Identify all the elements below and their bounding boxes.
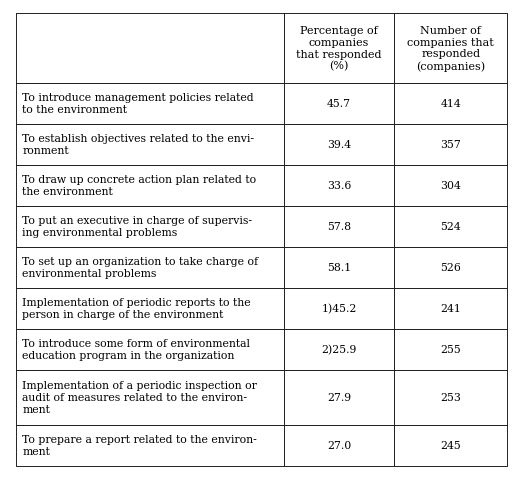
Text: To introduce management policies related
to the environment: To introduce management policies related… [22,93,254,115]
Text: 526: 526 [440,263,461,273]
Text: 1)45.2: 1)45.2 [321,303,357,313]
Bar [283,14,394,84]
Text: 414: 414 [440,99,461,109]
Bar [16,14,283,84]
Text: To prepare a report related to the environ-
ment: To prepare a report related to the envir… [22,434,257,456]
Bar [16,288,283,329]
Text: 27.9: 27.9 [327,392,351,402]
Bar [16,206,283,247]
Bar [16,84,283,124]
Text: 58.1: 58.1 [327,263,351,273]
Text: 45.7: 45.7 [327,99,351,109]
Text: 39.4: 39.4 [327,140,351,150]
Bar [394,370,507,425]
Bar [394,165,507,206]
Text: 27.0: 27.0 [327,440,351,450]
Text: 255: 255 [440,344,461,354]
Text: To set up an organization to take charge of
environmental problems: To set up an organization to take charge… [22,257,258,278]
Bar [283,124,394,165]
Bar [16,425,283,466]
Text: 241: 241 [440,303,461,313]
Bar [394,84,507,124]
Text: 33.6: 33.6 [327,180,351,191]
Bar [16,165,283,206]
Text: 304: 304 [440,180,461,191]
Text: To establish objectives related to the envi-
ronment: To establish objectives related to the e… [22,134,255,156]
Bar [283,84,394,124]
Text: 253: 253 [440,392,461,402]
Text: 357: 357 [440,140,461,150]
Bar [16,124,283,165]
Bar [394,247,507,288]
Bar [16,247,283,288]
Text: Number of
companies that
responded
(companies): Number of companies that responded (comp… [407,26,494,72]
Bar [394,329,507,370]
Bar [16,370,283,425]
Bar [283,329,394,370]
Bar [283,247,394,288]
Bar [283,165,394,206]
Bar [283,288,394,329]
Text: 2)25.9: 2)25.9 [321,344,357,354]
Text: To draw up concrete action plan related to
the environment: To draw up concrete action plan related … [22,175,257,196]
Bar [394,124,507,165]
Text: Implementation of a periodic inspection or
audit of measures related to the envi: Implementation of a periodic inspection … [22,381,257,414]
Bar [283,425,394,466]
Text: Percentage of
companies
that responded
(%): Percentage of companies that responded (… [296,26,382,72]
Bar [394,14,507,84]
Bar [16,329,283,370]
Text: To introduce some form of environmental
education program in the organization: To introduce some form of environmental … [22,338,251,360]
Text: Implementation of periodic reports to the
person in charge of the environment: Implementation of periodic reports to th… [22,298,251,319]
Bar [394,206,507,247]
Bar [283,206,394,247]
Text: To put an executive in charge of supervis-
ing environmental problems: To put an executive in charge of supervi… [22,216,253,237]
Text: 524: 524 [440,222,461,231]
Text: 245: 245 [440,440,461,450]
Text: 57.8: 57.8 [327,222,351,231]
Bar [394,425,507,466]
Bar [283,370,394,425]
Bar [394,288,507,329]
